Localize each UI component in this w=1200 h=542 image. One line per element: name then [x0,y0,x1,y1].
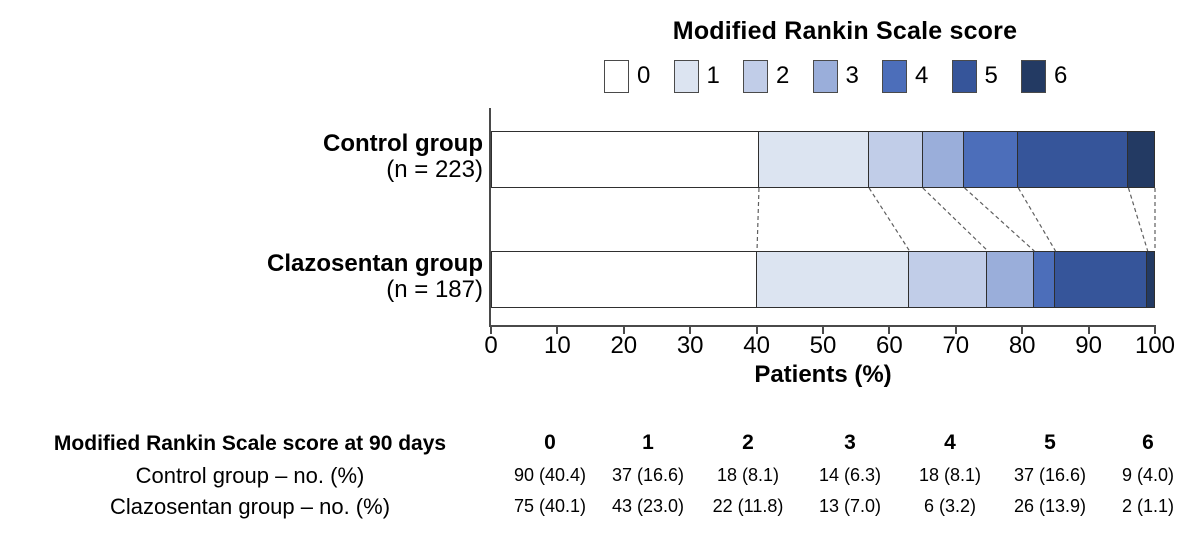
bar-segment-mrs-0 [492,132,760,187]
bar-segment-mrs-3 [922,132,965,187]
x-tick-label-60: 60 [876,332,903,359]
bar-segment-mrs-1 [757,252,910,307]
connector-line-mrs-0 [756,187,760,252]
x-tick-label-90: 90 [1075,332,1102,359]
bar-control-group [491,131,1155,188]
legend-label-0: 0 [637,62,651,89]
group-name-clazosentan: Clazosentan group [266,250,483,277]
bar-segment-mrs-2 [909,252,988,307]
table-cell: 37 (16.6) [611,465,685,485]
legend-item-1: 1 [673,58,720,94]
bar-segment-mrs-3 [987,252,1034,307]
x-tick-mark-20 [622,326,625,334]
legend-swatch-5 [951,59,977,93]
table-row-label-clazosentan: Clazosentan group – no. (%) [109,494,391,519]
x-tick-mark-70 [954,326,957,334]
legend-label-2: 2 [776,62,790,89]
connector-line-mrs-2 [922,187,989,252]
legend-label-5: 5 [984,62,998,89]
x-tick-mark-60 [888,326,891,334]
table-col-header-3: 3 [844,431,856,454]
legend-swatch-0 [604,59,629,93]
table-col-header-2: 2 [742,431,754,454]
table-cell: 13 (7.0) [818,496,882,516]
table-col-header-5: 5 [1044,431,1056,454]
bar-segment-mrs-5 [1017,132,1128,187]
connector-line-mrs-4 [1017,187,1057,252]
x-tick-mark-0 [490,326,492,334]
table-col-header-0: 0 [544,431,556,454]
x-tick-label-50: 50 [809,332,837,359]
legend-label-3: 3 [845,62,859,89]
x-tick-mark-40 [755,326,758,334]
table-cell: 22 (11.8) [712,496,784,516]
table-col-header-4: 4 [944,431,956,454]
x-tick-label-20: 20 [610,332,638,359]
bar-segment-mrs-5 [1054,252,1147,307]
legend-item-6: 6 [1021,58,1067,94]
table-cell: 9 (4.0) [1121,465,1175,485]
table-cell: 2 (1.1) [1121,496,1175,516]
legend-label-4: 4 [915,62,929,89]
table-row-label-control: Control group – no. (%) [135,463,365,488]
x-tick-label-10: 10 [544,332,571,359]
x-tick-label-30: 30 [676,332,704,359]
legend-label-1: 1 [706,62,720,89]
group-label-control: Control group (n = 223) [323,131,483,183]
bar-segment-mrs-6 [1146,252,1154,307]
legend-item-5: 5 [951,58,998,94]
group-n-clazosentan: (n = 187) [386,276,483,303]
table-cell: 6 (3.2) [923,496,977,516]
legend-label-6: 6 [1054,62,1068,89]
table-col-header-6: 6 [1142,431,1154,454]
y-axis-line [489,108,491,326]
x-tick-mark-90 [1087,326,1090,334]
table-cell: 14 (6.3) [818,465,882,485]
table-cell: 37 (16.6) [1013,465,1087,485]
group-name-control: Control group [323,130,483,157]
table-col-header-1: 1 [642,431,654,454]
x-tick-label-100: 100 [1134,332,1176,359]
legend-swatch-4 [882,59,907,93]
table-cell: 18 (8.1) [918,465,982,485]
group-label-clazosentan: Clazosentan group (n = 187) [267,251,483,303]
bar-segment-mrs-0 [492,252,758,307]
x-tick-label-70: 70 [942,332,970,359]
legend-swatch-3 [812,59,838,93]
table-cell: 18 (8.1) [716,465,780,485]
legend-item-0: 0 [604,58,650,94]
legend-swatch-6 [1021,59,1046,93]
x-tick-mark-50 [822,326,824,334]
connector-line-mrs-3 [964,187,1035,252]
bar-segment-mrs-4 [964,132,1018,187]
table-cell: 43 (23.0) [611,496,685,516]
legend-swatch-1 [673,59,699,93]
bar-segment-mrs-2 [868,132,923,187]
x-tick-label-40: 40 [743,332,770,359]
x-tick-mark-10 [556,326,559,334]
bar-segment-mrs-1 [759,132,869,187]
x-tick-label-80: 80 [1008,332,1036,359]
table-cell: 90 (40.4) [513,465,587,485]
group-n-control: (n = 223) [386,156,483,183]
connector-line-mrs-5 [1127,187,1149,252]
x-tick-label-0: 0 [484,332,498,359]
x-tick-mark-80 [1021,326,1024,334]
legend-item-3: 3 [812,58,859,94]
legend-item-4: 4 [882,58,928,94]
connector-line-mrs-1 [868,187,911,252]
table-cell: 75 (40.1) [513,496,587,516]
legend-item-2: 2 [743,58,789,94]
table-header-label: Modified Rankin Scale score at 90 days [53,432,447,455]
bar-segment-mrs-6 [1127,132,1154,187]
x-axis-label: Patients (%) [754,361,892,388]
bar-clazosentan-group [491,251,1155,308]
legend-swatch-2 [743,59,768,93]
bar-segment-mrs-4 [1033,252,1055,307]
x-tick-mark-100 [1154,326,1156,334]
table-cell: 26 (13.9) [1013,496,1087,516]
legend-title: Modified Rankin Scale score [672,17,1018,45]
x-tick-mark-30 [689,326,692,334]
